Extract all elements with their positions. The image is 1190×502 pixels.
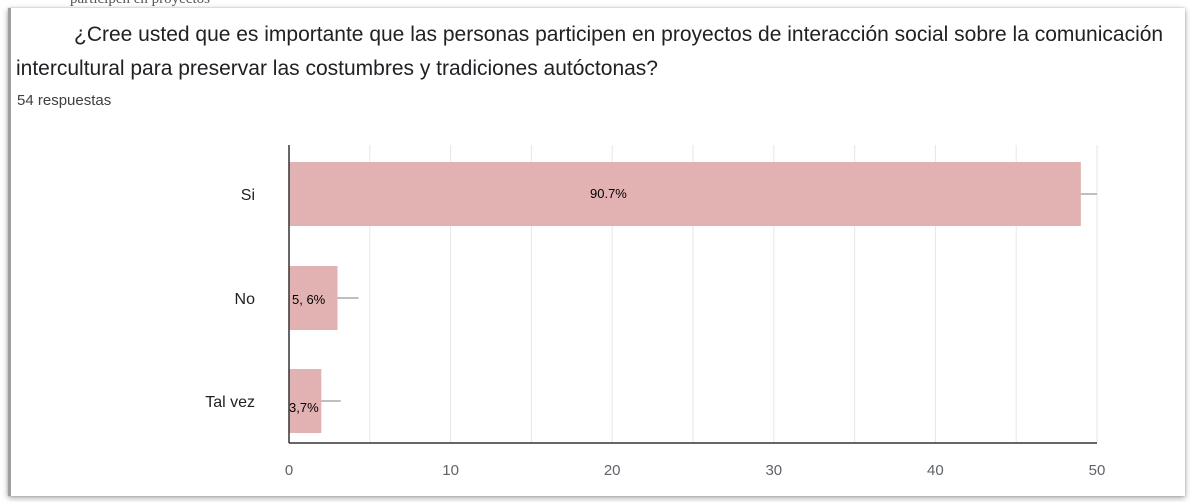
x-tick-label: 10 bbox=[442, 462, 459, 479]
data-label: 3,7% bbox=[289, 400, 319, 415]
category-label: Tal vez bbox=[205, 394, 255, 411]
category-label: No bbox=[235, 291, 256, 308]
category-label: Si bbox=[241, 187, 255, 204]
data-label: 5, 6% bbox=[292, 292, 326, 307]
question-card: ¿Cree usted que es importante que las pe… bbox=[8, 8, 1185, 496]
responses-count: 54 respuestas bbox=[17, 92, 112, 109]
x-tick-label: 20 bbox=[604, 462, 621, 479]
cropped-text-fragment: participen en proyectos bbox=[0, 0, 1190, 8]
bar-no bbox=[289, 266, 338, 330]
x-tick-label: 30 bbox=[765, 462, 782, 479]
x-tick-label: 50 bbox=[1089, 462, 1106, 479]
x-tick-label: 0 bbox=[285, 462, 293, 479]
x-tick-label: 40 bbox=[927, 462, 944, 479]
question-title: ¿Cree usted que es importante que las pe… bbox=[16, 23, 1164, 80]
bar-tal-vez bbox=[289, 369, 322, 433]
bar-si bbox=[289, 162, 1081, 226]
data-label: 90.7% bbox=[590, 186, 627, 201]
